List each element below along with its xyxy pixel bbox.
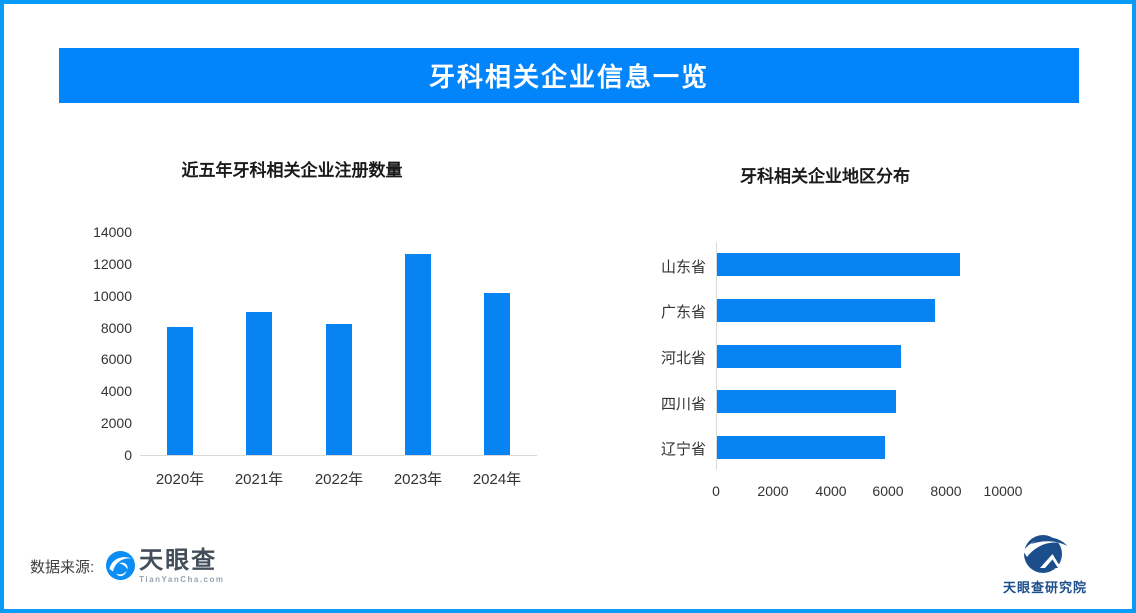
tianyancha-domain: TianYanCha.com — [139, 575, 225, 584]
y-tick-label: 12000 — [93, 255, 132, 272]
research-institute-icon — [1023, 535, 1068, 573]
x-axis-line — [140, 455, 537, 456]
y-tick-label: 2000 — [100, 415, 132, 432]
y-tick-label: 8000 — [100, 319, 132, 336]
chart-title-regions: 牙科相关企业地区分布 — [740, 167, 910, 186]
x-category-label: 2022年 — [314, 471, 364, 488]
region-label: 四川省 — [660, 396, 706, 413]
tianyancha-name: 天眼查 — [139, 547, 218, 574]
region-label: 广东省 — [660, 304, 706, 321]
bar-2020年 — [167, 327, 193, 455]
research-institute-logo: 天眼查研究院 — [985, 532, 1105, 596]
bar-四川省 — [717, 390, 896, 413]
data-source-label: 数据来源: — [30, 558, 95, 576]
x-category-label: 2021年 — [234, 471, 284, 488]
x-tick-label: 8000 — [930, 483, 962, 499]
bar-河北省 — [717, 345, 901, 368]
chart-title-registrations: 近五年牙科相关企业注册数量 — [181, 161, 403, 180]
y-tick-label: 4000 — [100, 383, 132, 400]
x-category-label: 2023年 — [393, 471, 443, 488]
bar-山东省 — [717, 253, 960, 276]
x-tick-label: 4000 — [815, 483, 847, 499]
x-tick-label: 6000 — [872, 483, 904, 499]
x-tick-label: 0 — [712, 483, 720, 499]
bar-广东省 — [717, 299, 935, 322]
y-tick-label: 10000 — [93, 287, 132, 304]
bar-2024年 — [484, 293, 510, 455]
research-institute-label: 天眼查研究院 — [1002, 580, 1087, 595]
data-source-row: 数据来源: 天眼查 TianYanCha.com — [30, 543, 225, 589]
x-category-label: 2020年 — [155, 471, 205, 488]
x-tick-label: 10000 — [983, 483, 1023, 499]
y-axis-line — [716, 242, 717, 470]
header-banner: 牙科相关企业信息一览 — [59, 48, 1079, 103]
y-tick-label: 6000 — [100, 351, 132, 368]
bar-2021年 — [246, 312, 272, 455]
region-label: 山东省 — [660, 259, 706, 276]
bar-辽宁省 — [717, 436, 885, 459]
x-tick-label: 2000 — [757, 483, 789, 499]
bar-2022年 — [326, 324, 352, 455]
x-category-label: 2024年 — [472, 471, 522, 488]
bar-2023年 — [405, 254, 431, 455]
tianyancha-wordmark: 天眼查 TianYanCha.com — [139, 547, 225, 585]
tianyancha-logo: 天眼查 TianYanCha.com — [106, 548, 224, 584]
y-tick-label: 14000 — [93, 224, 132, 240]
region-label: 河北省 — [660, 350, 706, 367]
page-title: 牙科相关企业信息一览 — [428, 62, 709, 92]
region-label: 辽宁省 — [660, 441, 706, 458]
tianyancha-icon — [106, 551, 136, 580]
y-tick-label: 0 — [124, 447, 132, 463]
